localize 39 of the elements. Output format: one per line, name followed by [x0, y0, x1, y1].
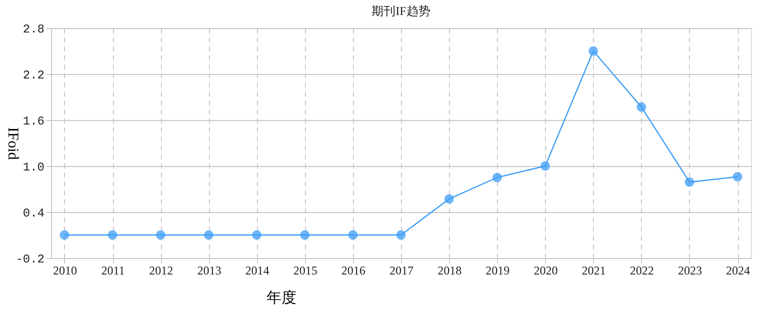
- y-tick-label: 1.0: [22, 160, 44, 174]
- x-tick-label: 2023: [678, 264, 702, 278]
- point: [300, 230, 310, 240]
- point: [108, 230, 118, 240]
- point: [60, 230, 70, 240]
- x-tick-label: 2013: [197, 264, 222, 278]
- point: [684, 177, 694, 187]
- x-tick-label: 2014: [245, 264, 270, 278]
- point: [348, 230, 358, 240]
- x-tick-label: 2021: [582, 264, 606, 278]
- x-tick-label: 2018: [438, 264, 462, 278]
- point: [252, 230, 262, 240]
- x-axis-title: 年度: [266, 290, 296, 306]
- point: [636, 102, 646, 112]
- x-tick-label: 2015: [293, 264, 318, 278]
- y-tick-label: -0.2: [16, 252, 44, 266]
- point: [588, 46, 598, 56]
- y-tick-label: 2.2: [22, 68, 44, 82]
- x-tick-label: 2022: [630, 264, 654, 278]
- y-tick-label: 2.8: [22, 22, 44, 36]
- point: [396, 230, 406, 240]
- x-tick-label: 2020: [534, 264, 558, 278]
- x-tick-label: 2011: [101, 264, 125, 278]
- y-tick-label: 1.6: [22, 114, 44, 128]
- x-tick-label: 2016: [341, 264, 366, 278]
- point: [492, 172, 502, 182]
- point: [204, 230, 214, 240]
- point: [444, 194, 454, 204]
- point: [156, 230, 166, 240]
- x-tick-label: 2012: [149, 264, 174, 278]
- y-axis-title: IFoid: [4, 127, 21, 160]
- x-tick-label: 2010: [52, 264, 77, 278]
- chart-title: 期刊IF趋势: [372, 4, 430, 18]
- point: [732, 172, 742, 182]
- x-tick-label: 2019: [486, 264, 510, 278]
- point: [540, 161, 550, 171]
- y-tick-label: 0.4: [22, 206, 44, 220]
- x-tick-label: 2024: [726, 264, 750, 278]
- x-tick-label: 2017: [390, 264, 414, 278]
